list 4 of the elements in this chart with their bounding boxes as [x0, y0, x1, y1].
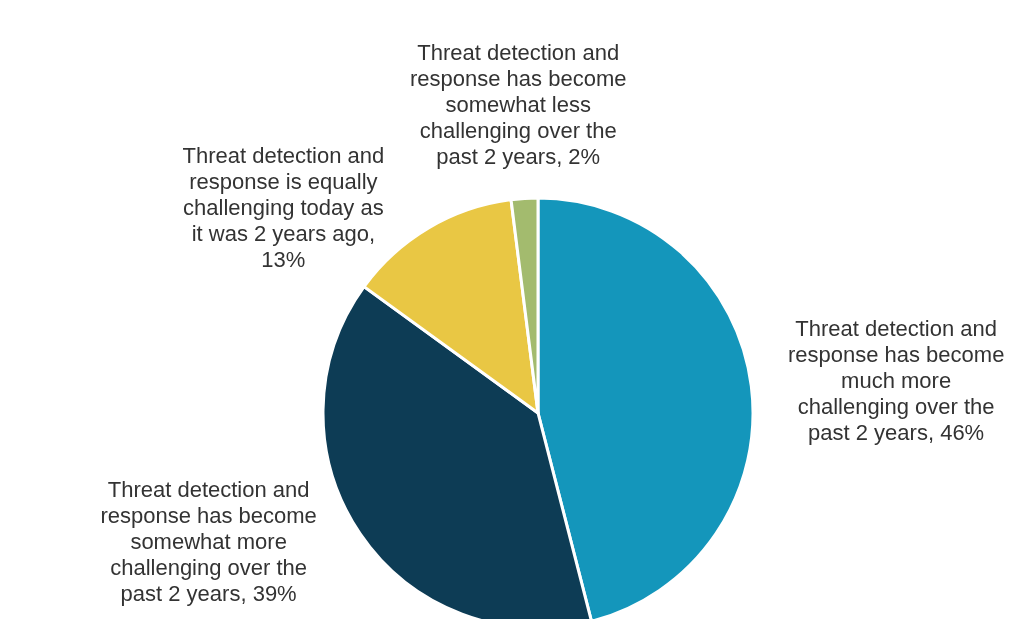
slice-label: Threat detection and response is equally challenging today as it was 2 years ago, 13% [182, 142, 385, 272]
slice-label: Threat detection and response has become much more challenging over the past 2 years, 46% [787, 315, 1005, 445]
slice-label: Threat detection and response has become somewhat less challenging over the past 2 years, 2% [410, 40, 627, 170]
slice-label: Threat detection and response has become somewhat more challenging over the past 2 years, 39% [100, 477, 317, 607]
